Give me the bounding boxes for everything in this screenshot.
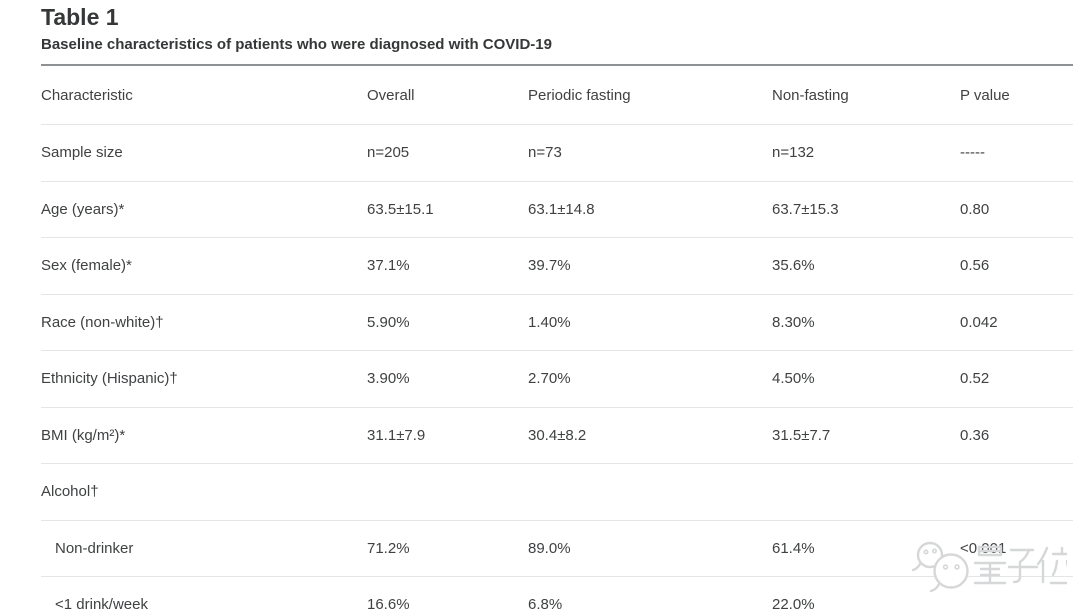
cell-p-value: 0.52 [960,370,990,388]
table-header-row: Characteristic Overall Periodic fasting … [41,66,1073,125]
cell-overall: 37.1% [367,257,410,275]
cell-periodic-fasting: 63.1±14.8 [528,200,595,218]
row-label: Sex (female)* [41,257,132,275]
table-row: Non-drinker 71.2% 89.0% 61.4% <0.001 [41,521,1073,577]
cell-periodic-fasting: 2.70% [528,370,571,388]
column-header-non-fasting: Non-fasting [772,86,849,104]
cell-overall: 63.5±15.1 [367,200,434,218]
cell-periodic-fasting: 30.4±8.2 [528,426,587,444]
column-header-p-value: P value [960,86,1010,104]
cell-periodic-fasting: 39.7% [528,257,571,275]
column-header-characteristic: Characteristic [41,86,133,104]
table-title: Table 1 [41,4,119,30]
cell-overall: n=205 [367,144,410,162]
cell-non-fasting: 31.5±7.7 [772,426,831,444]
table-subtitle: Baseline characteristics of patients who… [41,36,552,53]
cell-non-fasting: 61.4% [772,539,815,557]
cell-p-value: ----- [960,144,985,162]
column-header-overall: Overall [367,86,415,104]
cell-non-fasting: 35.6% [772,257,815,275]
table-row: Sex (female)* 37.1% 39.7% 35.6% 0.56 [41,238,1073,295]
cell-non-fasting: 63.7±15.3 [772,200,839,218]
cell-overall: 5.90% [367,313,410,331]
row-label: Race (non-white)† [41,313,164,331]
cell-p-value: 0.36 [960,426,990,444]
table-row: Age (years)* 63.5±15.1 63.1±14.8 63.7±15… [41,182,1073,238]
table-row: Alcohol† [41,464,1073,521]
table-row: Sample size n=205 n=73 n=132 ----- [41,125,1073,182]
table-row: <1 drink/week 16.6% 6.8% 22.0% [41,577,1073,614]
cell-periodic-fasting: n=73 [528,144,562,162]
cell-overall: 3.90% [367,370,410,388]
row-label: Alcohol† [41,483,99,501]
cell-periodic-fasting: 89.0% [528,539,571,557]
table-row: BMI (kg/m²)* 31.1±7.9 30.4±8.2 31.5±7.7 … [41,408,1073,464]
cell-overall: 16.6% [367,596,410,614]
table-row: Ethnicity (Hispanic)† 3.90% 2.70% 4.50% … [41,351,1073,408]
cell-overall: 31.1±7.9 [367,426,426,444]
cell-p-value: <0.001 [960,539,1007,557]
cell-non-fasting: n=132 [772,144,815,162]
cell-non-fasting: 4.50% [772,370,815,388]
column-header-periodic-fasting: Periodic fasting [528,86,631,104]
table-row: Race (non-white)† 5.90% 1.40% 8.30% 0.04… [41,295,1073,351]
row-label: Age (years)* [41,200,125,218]
row-label: Sample size [41,144,123,162]
cell-overall: 71.2% [367,539,410,557]
cell-periodic-fasting: 1.40% [528,313,571,331]
row-label: BMI (kg/m²)* [41,426,126,444]
baseline-characteristics-table: Characteristic Overall Periodic fasting … [41,64,1073,614]
cell-p-value: 0.80 [960,200,990,218]
row-label: <1 drink/week [55,596,148,614]
table-body: Sample size n=205 n=73 n=132 ----- Age (… [41,125,1073,614]
cell-p-value: 0.56 [960,257,990,275]
cell-non-fasting: 22.0% [772,596,815,614]
row-label: Non-drinker [55,539,134,557]
cell-p-value: 0.042 [960,313,998,331]
cell-periodic-fasting: 6.8% [528,596,563,614]
row-label: Ethnicity (Hispanic)† [41,370,178,388]
cell-non-fasting: 8.30% [772,313,815,331]
